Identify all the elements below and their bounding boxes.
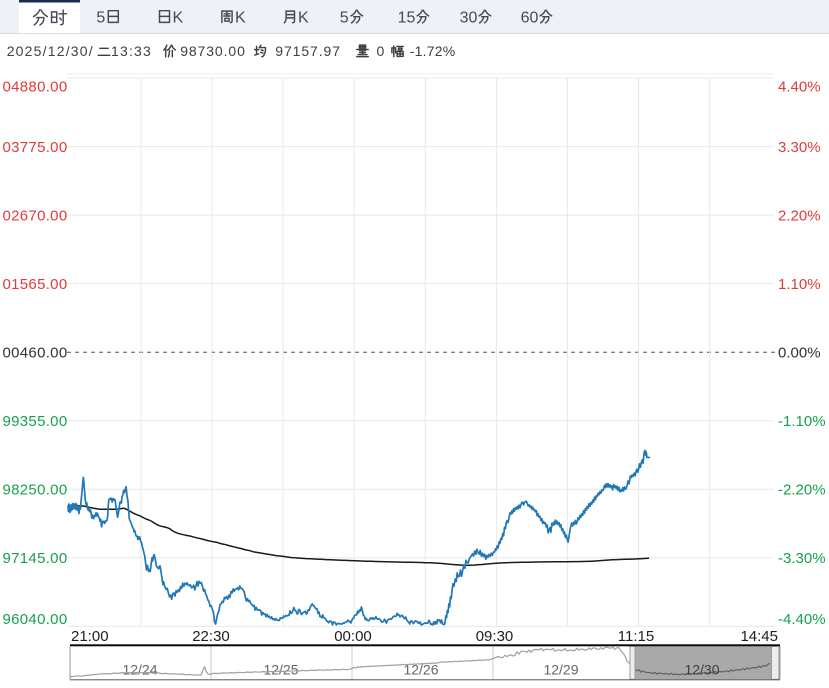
svg-text:2025/12/30/: 2025/12/30/ — [7, 43, 94, 59]
svg-text:12/29: 12/29 — [543, 662, 578, 678]
svg-text:4.40%: 4.40% — [778, 78, 821, 95]
svg-text:3.30%: 3.30% — [778, 139, 821, 156]
svg-text:12/26: 12/26 — [403, 662, 438, 678]
svg-text:K: K — [173, 10, 184, 27]
svg-text:-4.40%: -4.40% — [778, 611, 826, 628]
svg-text:-1.10%: -1.10% — [778, 413, 826, 430]
svg-text:13:33: 13:33 — [111, 43, 152, 59]
svg-text:2.20%: 2.20% — [778, 207, 821, 224]
svg-text:5: 5 — [340, 10, 349, 27]
svg-text:04880.00: 04880.00 — [3, 78, 68, 95]
svg-text:96040.00: 96040.00 — [3, 611, 68, 628]
svg-text:12/24: 12/24 — [122, 662, 157, 678]
svg-text:0: 0 — [377, 43, 385, 59]
svg-text:K: K — [235, 10, 246, 27]
svg-text:01565.00: 01565.00 — [3, 276, 68, 293]
svg-text:30: 30 — [460, 10, 478, 27]
svg-text:15: 15 — [398, 10, 416, 27]
svg-text:98250.00: 98250.00 — [3, 482, 68, 499]
svg-text:00460.00: 00460.00 — [3, 345, 68, 362]
svg-text:21:00: 21:00 — [71, 628, 109, 645]
svg-text:5: 5 — [96, 10, 105, 27]
svg-text:12/25: 12/25 — [263, 662, 298, 678]
svg-text:-2.20%: -2.20% — [778, 482, 826, 499]
svg-text:00:00: 00:00 — [334, 628, 372, 645]
svg-text:1.10%: 1.10% — [778, 276, 821, 293]
svg-text:99355.00: 99355.00 — [3, 413, 68, 430]
svg-text:K: K — [298, 10, 309, 27]
svg-text:09:30: 09:30 — [476, 628, 514, 645]
svg-text:-1.72%: -1.72% — [410, 43, 456, 59]
svg-text:11:15: 11:15 — [618, 628, 654, 645]
svg-text:02670.00: 02670.00 — [3, 207, 68, 224]
svg-text:98730.00: 98730.00 — [180, 43, 246, 59]
svg-text:03775.00: 03775.00 — [3, 139, 68, 156]
svg-text:22:30: 22:30 — [192, 628, 230, 645]
svg-text:0.00%: 0.00% — [778, 345, 821, 362]
svg-text:60: 60 — [521, 10, 539, 27]
svg-text:12/30: 12/30 — [684, 662, 719, 678]
svg-text:14:45: 14:45 — [740, 628, 778, 645]
svg-text:-3.30%: -3.30% — [778, 550, 826, 567]
svg-text:97157.97: 97157.97 — [275, 43, 341, 59]
svg-text:97145.00: 97145.00 — [3, 550, 68, 567]
